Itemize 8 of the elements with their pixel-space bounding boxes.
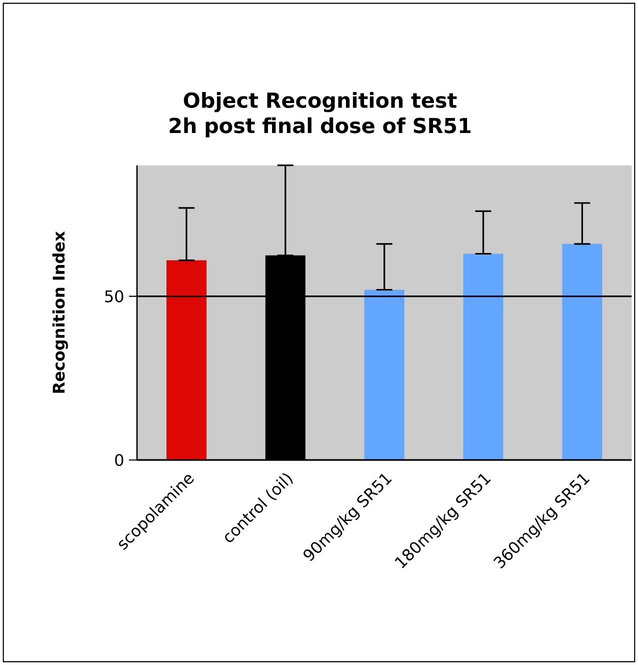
y-tick-label: 50 [105,290,124,302]
bar [463,254,504,460]
bar [364,290,404,460]
y-axis-title: Recognition Index [52,231,68,393]
chart-title: Object Recognition test 2h post final dose of SR51 [170,92,470,138]
bar [166,260,206,460]
y-tick-label: 0 [115,454,124,466]
bar [562,244,602,460]
